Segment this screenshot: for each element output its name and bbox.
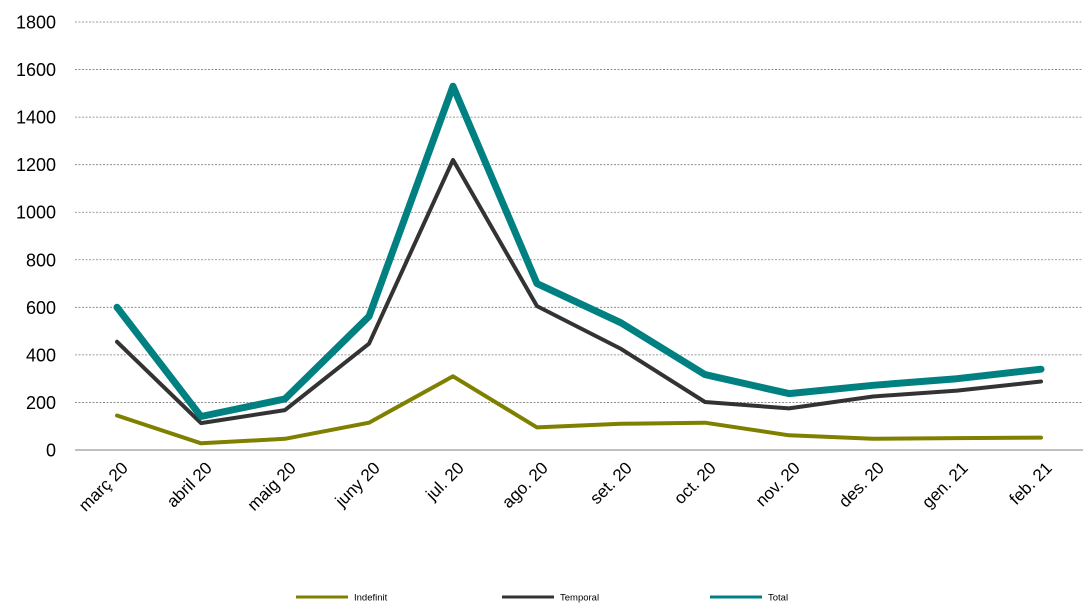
- y-tick-label: 0: [46, 441, 56, 461]
- legend-label: Indefinit: [354, 593, 388, 604]
- x-tick-label: set. 20: [586, 458, 636, 508]
- x-tick-label: oct. 20: [670, 458, 720, 508]
- y-tick-label: 400: [26, 345, 56, 365]
- y-tick-label: 800: [26, 250, 56, 270]
- x-tick-label: abril 20: [163, 458, 216, 511]
- series-line-temporal: [115, 157, 1043, 426]
- legend-label: Temporal: [560, 593, 599, 604]
- x-tick-label: feb. 21: [1006, 458, 1056, 508]
- x-tick-label: jul. 20: [422, 458, 468, 504]
- series-line-indefinit: [115, 374, 1043, 446]
- y-tick-label: 1400: [16, 108, 56, 128]
- x-tick-label: des. 20: [835, 458, 888, 511]
- legend-label: Total: [768, 593, 788, 604]
- gridlines: [75, 21, 1083, 451]
- series-line-total: [113, 82, 1045, 420]
- y-tick-label: 600: [26, 298, 56, 318]
- series-lines: [113, 82, 1045, 446]
- y-tick-label: 1600: [16, 60, 56, 80]
- y-tick-label: 1000: [16, 203, 56, 223]
- x-tick-label: juny 20: [331, 458, 384, 511]
- y-tick-label: 1800: [16, 13, 56, 33]
- y-tick-label: 1200: [16, 155, 56, 175]
- legend: Indefinit Temporal Total: [296, 593, 788, 604]
- x-tick-label: nov. 20: [752, 458, 804, 510]
- y-axis-tick-labels: 0 200 400 600 800 1000 1200 1400 1600 1800: [16, 13, 56, 461]
- x-axis-tick-labels: març 20 abril 20 maig 20 juny 20 jul. 20 ago.…: [75, 458, 1056, 515]
- x-tick-label: ago. 20: [498, 458, 552, 512]
- x-tick-label: gen. 21: [918, 458, 972, 512]
- y-tick-label: 200: [26, 393, 56, 413]
- x-tick-label: maig 20: [244, 458, 300, 514]
- x-tick-label: març 20: [75, 458, 132, 515]
